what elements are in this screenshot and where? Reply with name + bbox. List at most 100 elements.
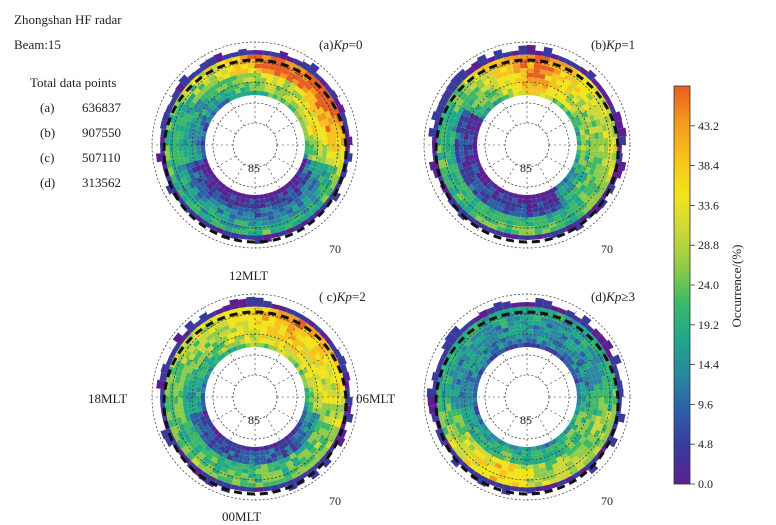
heatmap-cell xyxy=(180,194,190,204)
heatmap-cell xyxy=(194,454,203,463)
heatmap-cell xyxy=(203,318,212,327)
heatmap-cell xyxy=(466,79,475,88)
heatmap-cell xyxy=(279,324,288,332)
heatmap-cell xyxy=(291,89,299,97)
heatmap-cell xyxy=(290,177,297,184)
heatmap-cell xyxy=(506,88,513,94)
heatmap-cell xyxy=(551,210,560,218)
heatmap-cell xyxy=(214,323,223,331)
heatmap-cell xyxy=(317,341,326,351)
heatmap-cell xyxy=(433,120,440,130)
heatmap-cell xyxy=(191,186,200,195)
heatmap-cell xyxy=(608,389,613,397)
heatmap-cell xyxy=(317,89,326,99)
heatmap-cell xyxy=(173,151,180,160)
heatmap-cell xyxy=(463,186,472,195)
heatmap-cell xyxy=(227,217,236,224)
heatmap-cell xyxy=(472,140,478,145)
heatmap-cell xyxy=(344,380,350,390)
heatmap-cell xyxy=(469,169,476,177)
heatmap-cell xyxy=(463,205,472,215)
heatmap-cell xyxy=(527,194,532,200)
heatmap-cell xyxy=(590,397,595,403)
heatmap-cell xyxy=(216,311,226,320)
heatmap-cell xyxy=(527,90,532,96)
heatmap-cell xyxy=(476,54,489,67)
heatmap-cell xyxy=(593,177,601,186)
heatmap-cell xyxy=(246,50,255,55)
heatmap-cell xyxy=(520,217,527,222)
heatmap-cell xyxy=(265,82,272,89)
heatmap-cell xyxy=(325,188,334,197)
heatmap-cell xyxy=(516,450,523,456)
heatmap-cell xyxy=(550,53,560,60)
heatmap-cell xyxy=(468,397,473,403)
heatmap-cell xyxy=(605,97,614,107)
heatmap-cell xyxy=(206,56,217,67)
heatmap-cell xyxy=(278,192,285,199)
heatmap-cell xyxy=(183,156,190,164)
heatmap-cell xyxy=(486,92,494,100)
heatmap-cell xyxy=(521,338,527,343)
heatmap-cell xyxy=(265,201,272,208)
heatmap-cell xyxy=(589,89,598,99)
heatmap-cell xyxy=(298,193,307,201)
heatmap-cell xyxy=(485,183,492,191)
heatmap-cell xyxy=(325,431,333,440)
heatmap-cell xyxy=(230,232,240,240)
heatmap-cell xyxy=(239,229,248,236)
heatmap-cell xyxy=(588,114,596,122)
heatmap-cell xyxy=(301,409,308,416)
heatmap-cell xyxy=(614,119,624,130)
heatmap-cell xyxy=(469,82,478,91)
heatmap-cell xyxy=(214,211,223,219)
heatmap-cell xyxy=(215,197,224,204)
heatmap-cell xyxy=(598,131,604,139)
heatmap-cell xyxy=(586,181,594,190)
heatmap-cell xyxy=(589,133,595,140)
heatmap-cell xyxy=(292,186,300,194)
heatmap-cell xyxy=(196,145,201,151)
heatmap-cell xyxy=(295,189,304,198)
heatmap-cell xyxy=(474,78,483,87)
polar-grid xyxy=(151,41,359,249)
heatmap-cell xyxy=(499,188,506,195)
mlt-spoke xyxy=(537,163,579,235)
heatmap-cell xyxy=(275,337,282,344)
heatmap-cell xyxy=(527,473,535,479)
heatmap-cell xyxy=(242,72,250,79)
heatmap-cell xyxy=(439,167,447,176)
heatmap-cell xyxy=(477,166,484,173)
heatmap-cell xyxy=(307,331,316,340)
heatmap-cell xyxy=(181,429,189,438)
heatmap-cell xyxy=(243,333,250,339)
heatmap-cell xyxy=(222,462,231,470)
heatmap-cell xyxy=(170,411,177,420)
heatmap-cell xyxy=(559,211,568,219)
heatmap-cell xyxy=(548,81,556,88)
heatmap-cell xyxy=(428,127,438,138)
heatmap-cell xyxy=(206,92,215,101)
heatmap-cell xyxy=(239,449,246,456)
heatmap-cell xyxy=(196,397,201,403)
heatmap-cell xyxy=(581,145,586,151)
heatmap-cell xyxy=(590,391,595,397)
heatmap-cell xyxy=(246,487,255,492)
heatmap-cell xyxy=(272,93,279,100)
heatmap-cell xyxy=(326,131,332,139)
heatmap-cell xyxy=(307,184,315,192)
heatmap-cell xyxy=(279,196,287,203)
heatmap-cell xyxy=(200,196,209,204)
heatmap-cell xyxy=(261,216,269,222)
heatmap-cell xyxy=(446,108,454,118)
heatmap-cell xyxy=(260,333,267,339)
heatmap-cell xyxy=(570,215,579,224)
heatmap-cell xyxy=(550,91,557,98)
heatmap-cell xyxy=(461,197,470,206)
heatmap-cell xyxy=(173,382,180,391)
heatmap-cell xyxy=(286,96,293,104)
heatmap-cell xyxy=(234,340,241,346)
heatmap-cell xyxy=(188,156,194,163)
heatmap-cell xyxy=(472,401,478,407)
heatmap-cell xyxy=(474,203,483,212)
